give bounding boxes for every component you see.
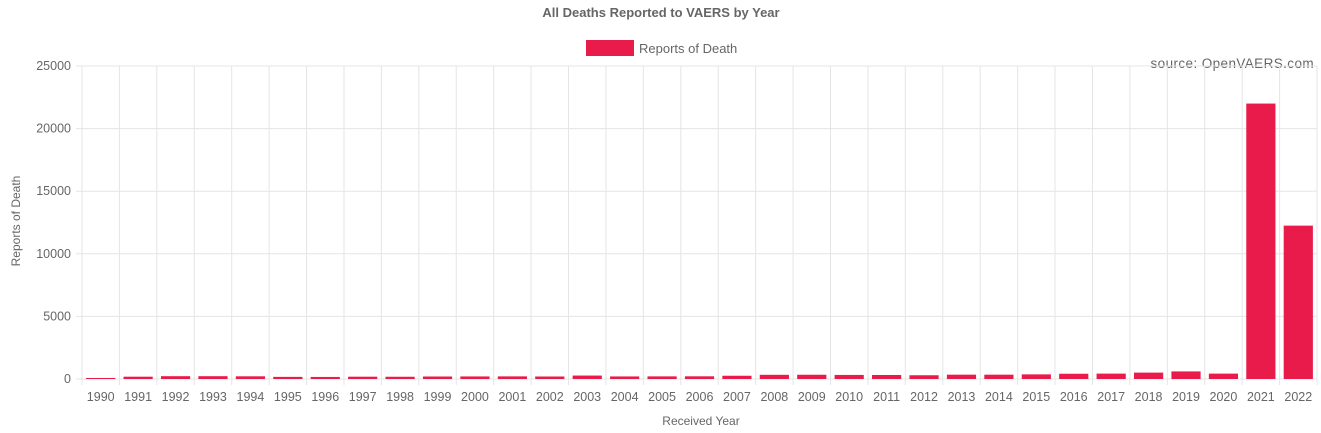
bars — [86, 103, 1313, 379]
bar-2017[interactable] — [1096, 373, 1126, 379]
bar-2001[interactable] — [497, 376, 527, 379]
y-tick-label: 20000 — [36, 122, 71, 136]
gridlines — [76, 65, 1318, 385]
bar-2005[interactable] — [647, 376, 677, 379]
x-tick-label: 2002 — [536, 390, 564, 404]
bar-2011[interactable] — [872, 374, 902, 379]
y-tick-label: 15000 — [36, 184, 71, 198]
x-tick-label: 1996 — [311, 390, 339, 404]
bar-1998[interactable] — [385, 376, 415, 379]
bar-1997[interactable] — [348, 376, 378, 379]
x-tick-label: 2020 — [1210, 390, 1238, 404]
x-tick-label: 2007 — [723, 390, 751, 404]
x-tick-label: 2006 — [686, 390, 714, 404]
x-tick-label: 2014 — [985, 390, 1013, 404]
y-tick-label: 25000 — [36, 59, 71, 73]
bar-2014[interactable] — [984, 374, 1014, 379]
bar-2004[interactable] — [610, 376, 640, 379]
x-tick-label: 2018 — [1135, 390, 1163, 404]
x-tick-label: 2001 — [498, 390, 526, 404]
x-tick-label: 1991 — [124, 390, 152, 404]
x-tick-label: 2022 — [1284, 390, 1312, 404]
x-tick-label: 2008 — [760, 390, 788, 404]
bar-1992[interactable] — [160, 376, 191, 379]
y-tick-label: 0 — [64, 372, 71, 386]
bar-2003[interactable] — [572, 375, 602, 379]
bar-1996[interactable] — [310, 376, 340, 379]
x-tick-label: 2015 — [1022, 390, 1050, 404]
x-tick-label: 2009 — [798, 390, 826, 404]
x-axis-ticks: 1990 1991 1992 1993 1994 1995 1996 1997 1998 1999… — [87, 390, 1312, 404]
x-tick-label: 1994 — [237, 390, 265, 404]
x-tick-label: 1999 — [424, 390, 452, 404]
bar-2021[interactable] — [1246, 103, 1276, 379]
bar-2009[interactable] — [797, 374, 827, 379]
x-tick-label: 2011 — [873, 390, 900, 404]
x-tick-label: 2010 — [835, 390, 863, 404]
x-tick-label: 2013 — [948, 390, 976, 404]
bar-2015[interactable] — [1021, 374, 1051, 379]
x-tick-label: 1993 — [199, 390, 227, 404]
x-tick-label: 1992 — [162, 390, 190, 404]
bar-2019[interactable] — [1171, 371, 1201, 379]
x-tick-label: 2000 — [461, 390, 489, 404]
bar-2016[interactable] — [1059, 373, 1089, 379]
x-tick-label: 1990 — [87, 390, 115, 404]
y-tick-label: 10000 — [36, 247, 71, 261]
x-tick-label: 1995 — [274, 390, 302, 404]
bar-2010[interactable] — [834, 374, 864, 379]
bar-2022[interactable] — [1283, 225, 1313, 379]
bar-1991[interactable] — [123, 376, 153, 379]
bar-1999[interactable] — [422, 376, 453, 379]
bar-2018[interactable] — [1133, 372, 1164, 379]
x-tick-label: 2005 — [648, 390, 676, 404]
x-tick-label: 1997 — [349, 390, 377, 404]
bar-2007[interactable] — [722, 375, 752, 379]
legend[interactable]: Reports of Death — [586, 40, 737, 56]
x-tick-label: 2021 — [1247, 390, 1275, 404]
source-note: source: OpenVAERS.com — [1151, 56, 1314, 71]
x-tick-label: 2016 — [1060, 390, 1088, 404]
bar-2020[interactable] — [1208, 373, 1239, 379]
bar-2006[interactable] — [684, 376, 715, 379]
y-axis-label: Reports of Death — [9, 176, 23, 267]
bar-2012[interactable] — [909, 375, 939, 379]
bar-1990[interactable] — [86, 377, 116, 379]
bar-1995[interactable] — [273, 376, 303, 379]
y-axis-ticks: 0 5000 10000 15000 20000 25000 — [36, 59, 71, 386]
y-tick-label: 5000 — [43, 309, 71, 323]
x-tick-label: 2004 — [611, 390, 639, 404]
chart-title: All Deaths Reported to VAERS by Year — [542, 5, 779, 20]
bar-1993[interactable] — [198, 376, 228, 379]
x-tick-label: 2017 — [1097, 390, 1125, 404]
bar-2002[interactable] — [535, 376, 565, 379]
x-axis-label: Received Year — [662, 414, 739, 428]
x-tick-label: 2012 — [910, 390, 938, 404]
x-tick-label: 2003 — [573, 390, 601, 404]
x-tick-label: 1998 — [386, 390, 414, 404]
bar-2013[interactable] — [946, 374, 977, 379]
bar-2000[interactable] — [460, 376, 490, 379]
legend-label-reports-of-death: Reports of Death — [639, 41, 737, 56]
legend-swatch — [586, 40, 634, 56]
bar-1994[interactable] — [235, 376, 266, 379]
x-tick-label: 2019 — [1172, 390, 1200, 404]
bar-2008[interactable] — [759, 374, 789, 379]
